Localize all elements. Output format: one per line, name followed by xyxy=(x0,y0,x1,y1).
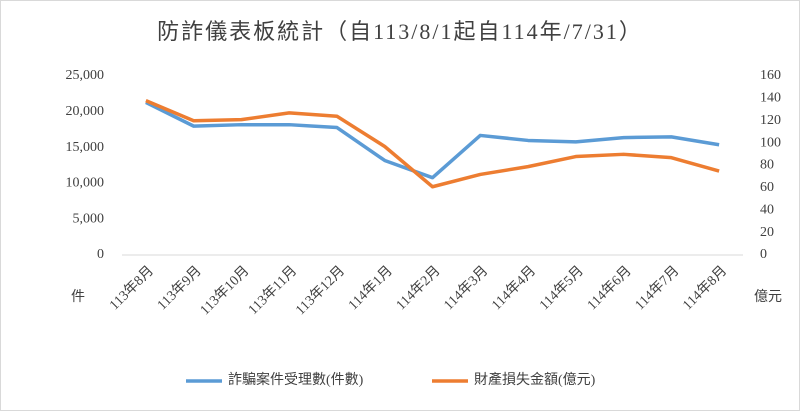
series-line xyxy=(145,100,720,180)
legend-label: 詐騙案件受理數(件數) xyxy=(228,371,364,388)
y-axis-label: 件 xyxy=(71,289,85,305)
chart-title: 防詐儀表板統計（自113/8/1起自114年/7/31） xyxy=(157,19,643,44)
y2-tick-label: 160 xyxy=(760,68,781,83)
y-tick-label: 25,000 xyxy=(66,68,105,83)
y2-tick-label: 20 xyxy=(760,225,774,240)
y2-tick-label: 120 xyxy=(760,113,781,128)
y-tick-label: 15,000 xyxy=(66,140,105,155)
y-tick-label: 5,000 xyxy=(73,211,105,226)
y-tick-label: 10,000 xyxy=(66,176,105,191)
y2-tick-label: 140 xyxy=(760,91,781,106)
y2-tick-label: 40 xyxy=(760,202,774,217)
y-tick-label: 20,000 xyxy=(66,104,105,119)
legend-label: 財產損失金額(億元) xyxy=(474,371,596,388)
y-tick-label: 0 xyxy=(97,247,104,262)
y2-tick-label: 100 xyxy=(760,135,781,150)
y2-axis-label: 億元 xyxy=(754,289,782,305)
y2-tick-label: 0 xyxy=(760,247,767,262)
y2-tick-label: 60 xyxy=(760,180,774,195)
series-line xyxy=(145,99,720,189)
y2-tick-label: 80 xyxy=(760,158,774,173)
